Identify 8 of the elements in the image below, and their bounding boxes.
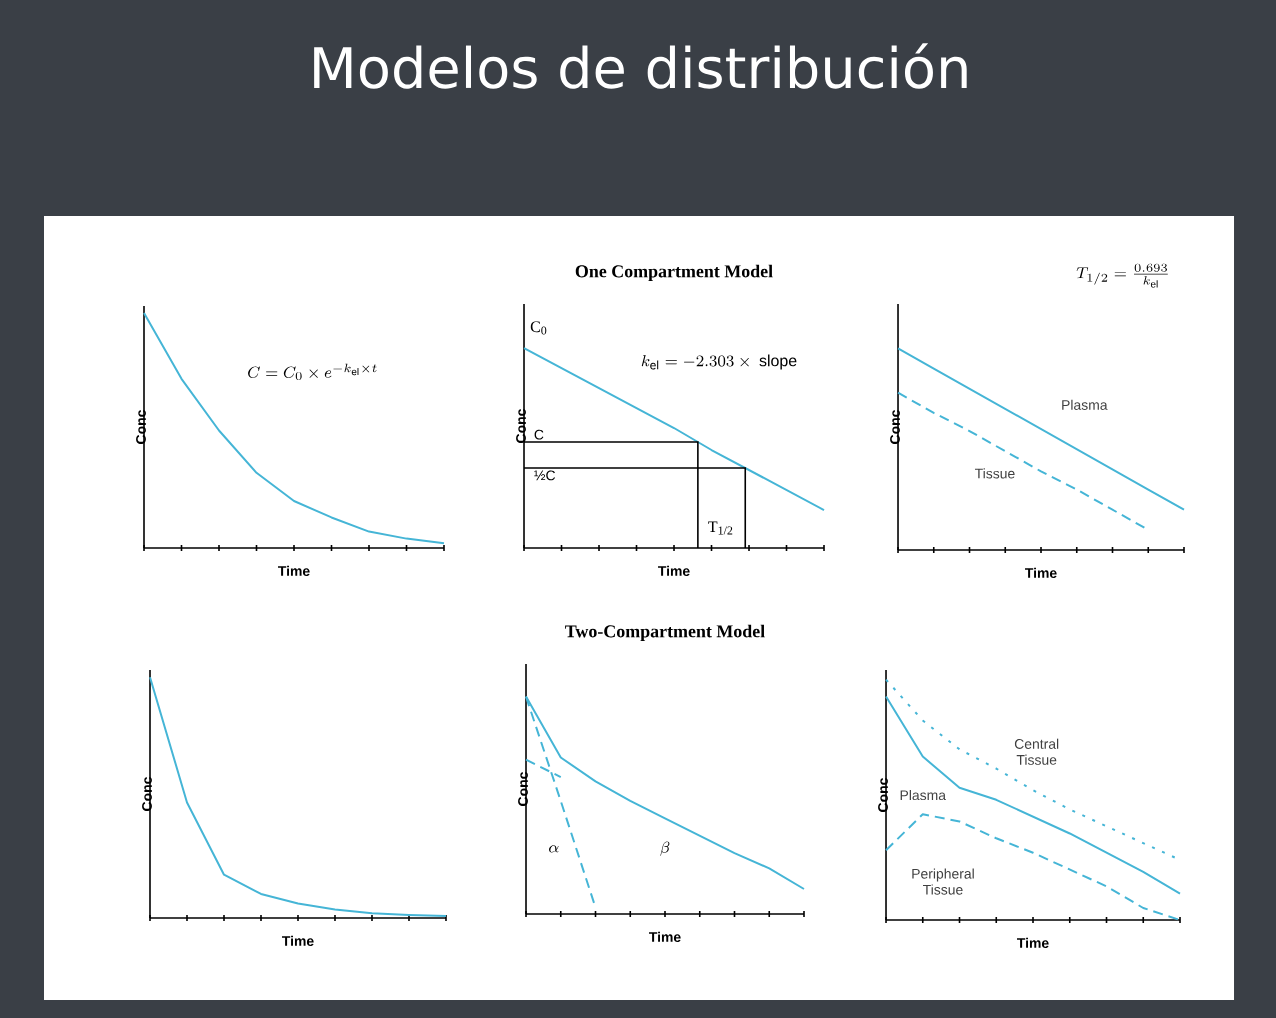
text: Modelos de distribución xyxy=(314,43,967,89)
annotation: $\beta$ xyxy=(660,841,670,856)
chart-title: Two-Compartment Model xyxy=(565,624,765,642)
chart-title: One Compartment Model xyxy=(575,264,773,282)
annotation: $\alpha$ xyxy=(549,845,559,853)
annotation: $C = C_0 \times e^{-k_{\mathrm{el}}\times t}$ xyxy=(248,363,377,381)
annotation: $k_{\mathrm{el}} = -2.303\times\ \mathrm{slope}$ xyxy=(641,354,797,370)
text: $T_{1/2} = \frac{0.693}{k_{\mathrm{el}}}$ xyxy=(1076,263,1168,288)
